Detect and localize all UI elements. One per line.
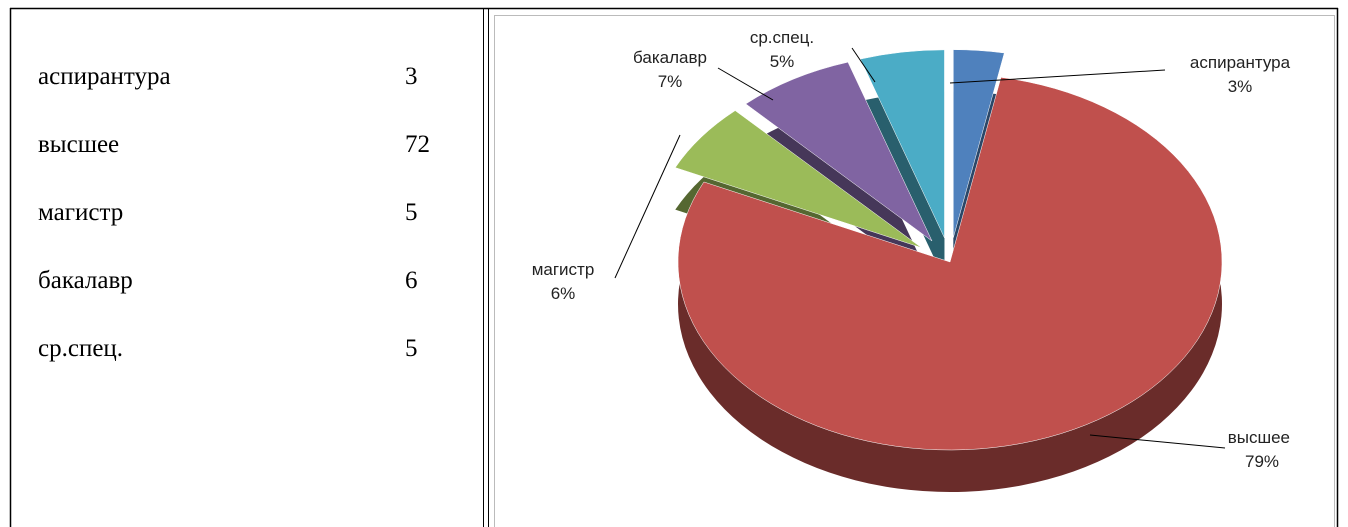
slice — [860, 49, 945, 238]
slice — [677, 77, 1223, 451]
row-name: бакалавр — [38, 267, 133, 294]
row-name: магистр — [38, 199, 123, 226]
row-value: 3 — [405, 63, 418, 90]
row-name: ср.спец. — [38, 335, 123, 362]
leader-line — [717, 67, 774, 101]
row-value: 72 — [405, 131, 430, 158]
slice — [953, 49, 1005, 238]
slice-label: магистр — [532, 260, 595, 279]
slice-value-label: 7% — [658, 72, 683, 91]
row-name: аспирантура — [38, 63, 171, 90]
table-borders — [9, 7, 1339, 527]
slice — [745, 61, 933, 242]
row-value: 5 — [405, 199, 418, 226]
slice-value-label: 6% — [551, 284, 576, 303]
leader-line — [949, 69, 1166, 84]
row-value: 6 — [405, 267, 418, 294]
slice-value-label: 3% — [1228, 77, 1253, 96]
table: аспирантура 3 высшее 72 магистр 5 бакалавр 6 ср.… — [38, 63, 430, 362]
row-value: 5 — [405, 335, 418, 362]
slice-label: ср.спец. — [750, 28, 814, 47]
slice-value-label: 79% — [1245, 452, 1279, 471]
leader-line — [1089, 434, 1226, 449]
leader-line — [614, 134, 681, 279]
leader-line — [851, 47, 876, 83]
row-name: высшее — [38, 131, 119, 158]
slice-label: высшее — [1228, 428, 1290, 447]
slice-label: бакалавр — [633, 48, 707, 67]
slice-value-label: 5% — [770, 52, 795, 71]
slice-label: аспирантура — [1190, 53, 1291, 72]
slice — [674, 110, 922, 248]
pie-chart: аспирантура 3% высшее 79% магистр 6% бакалавр 7… — [532, 28, 1291, 492]
